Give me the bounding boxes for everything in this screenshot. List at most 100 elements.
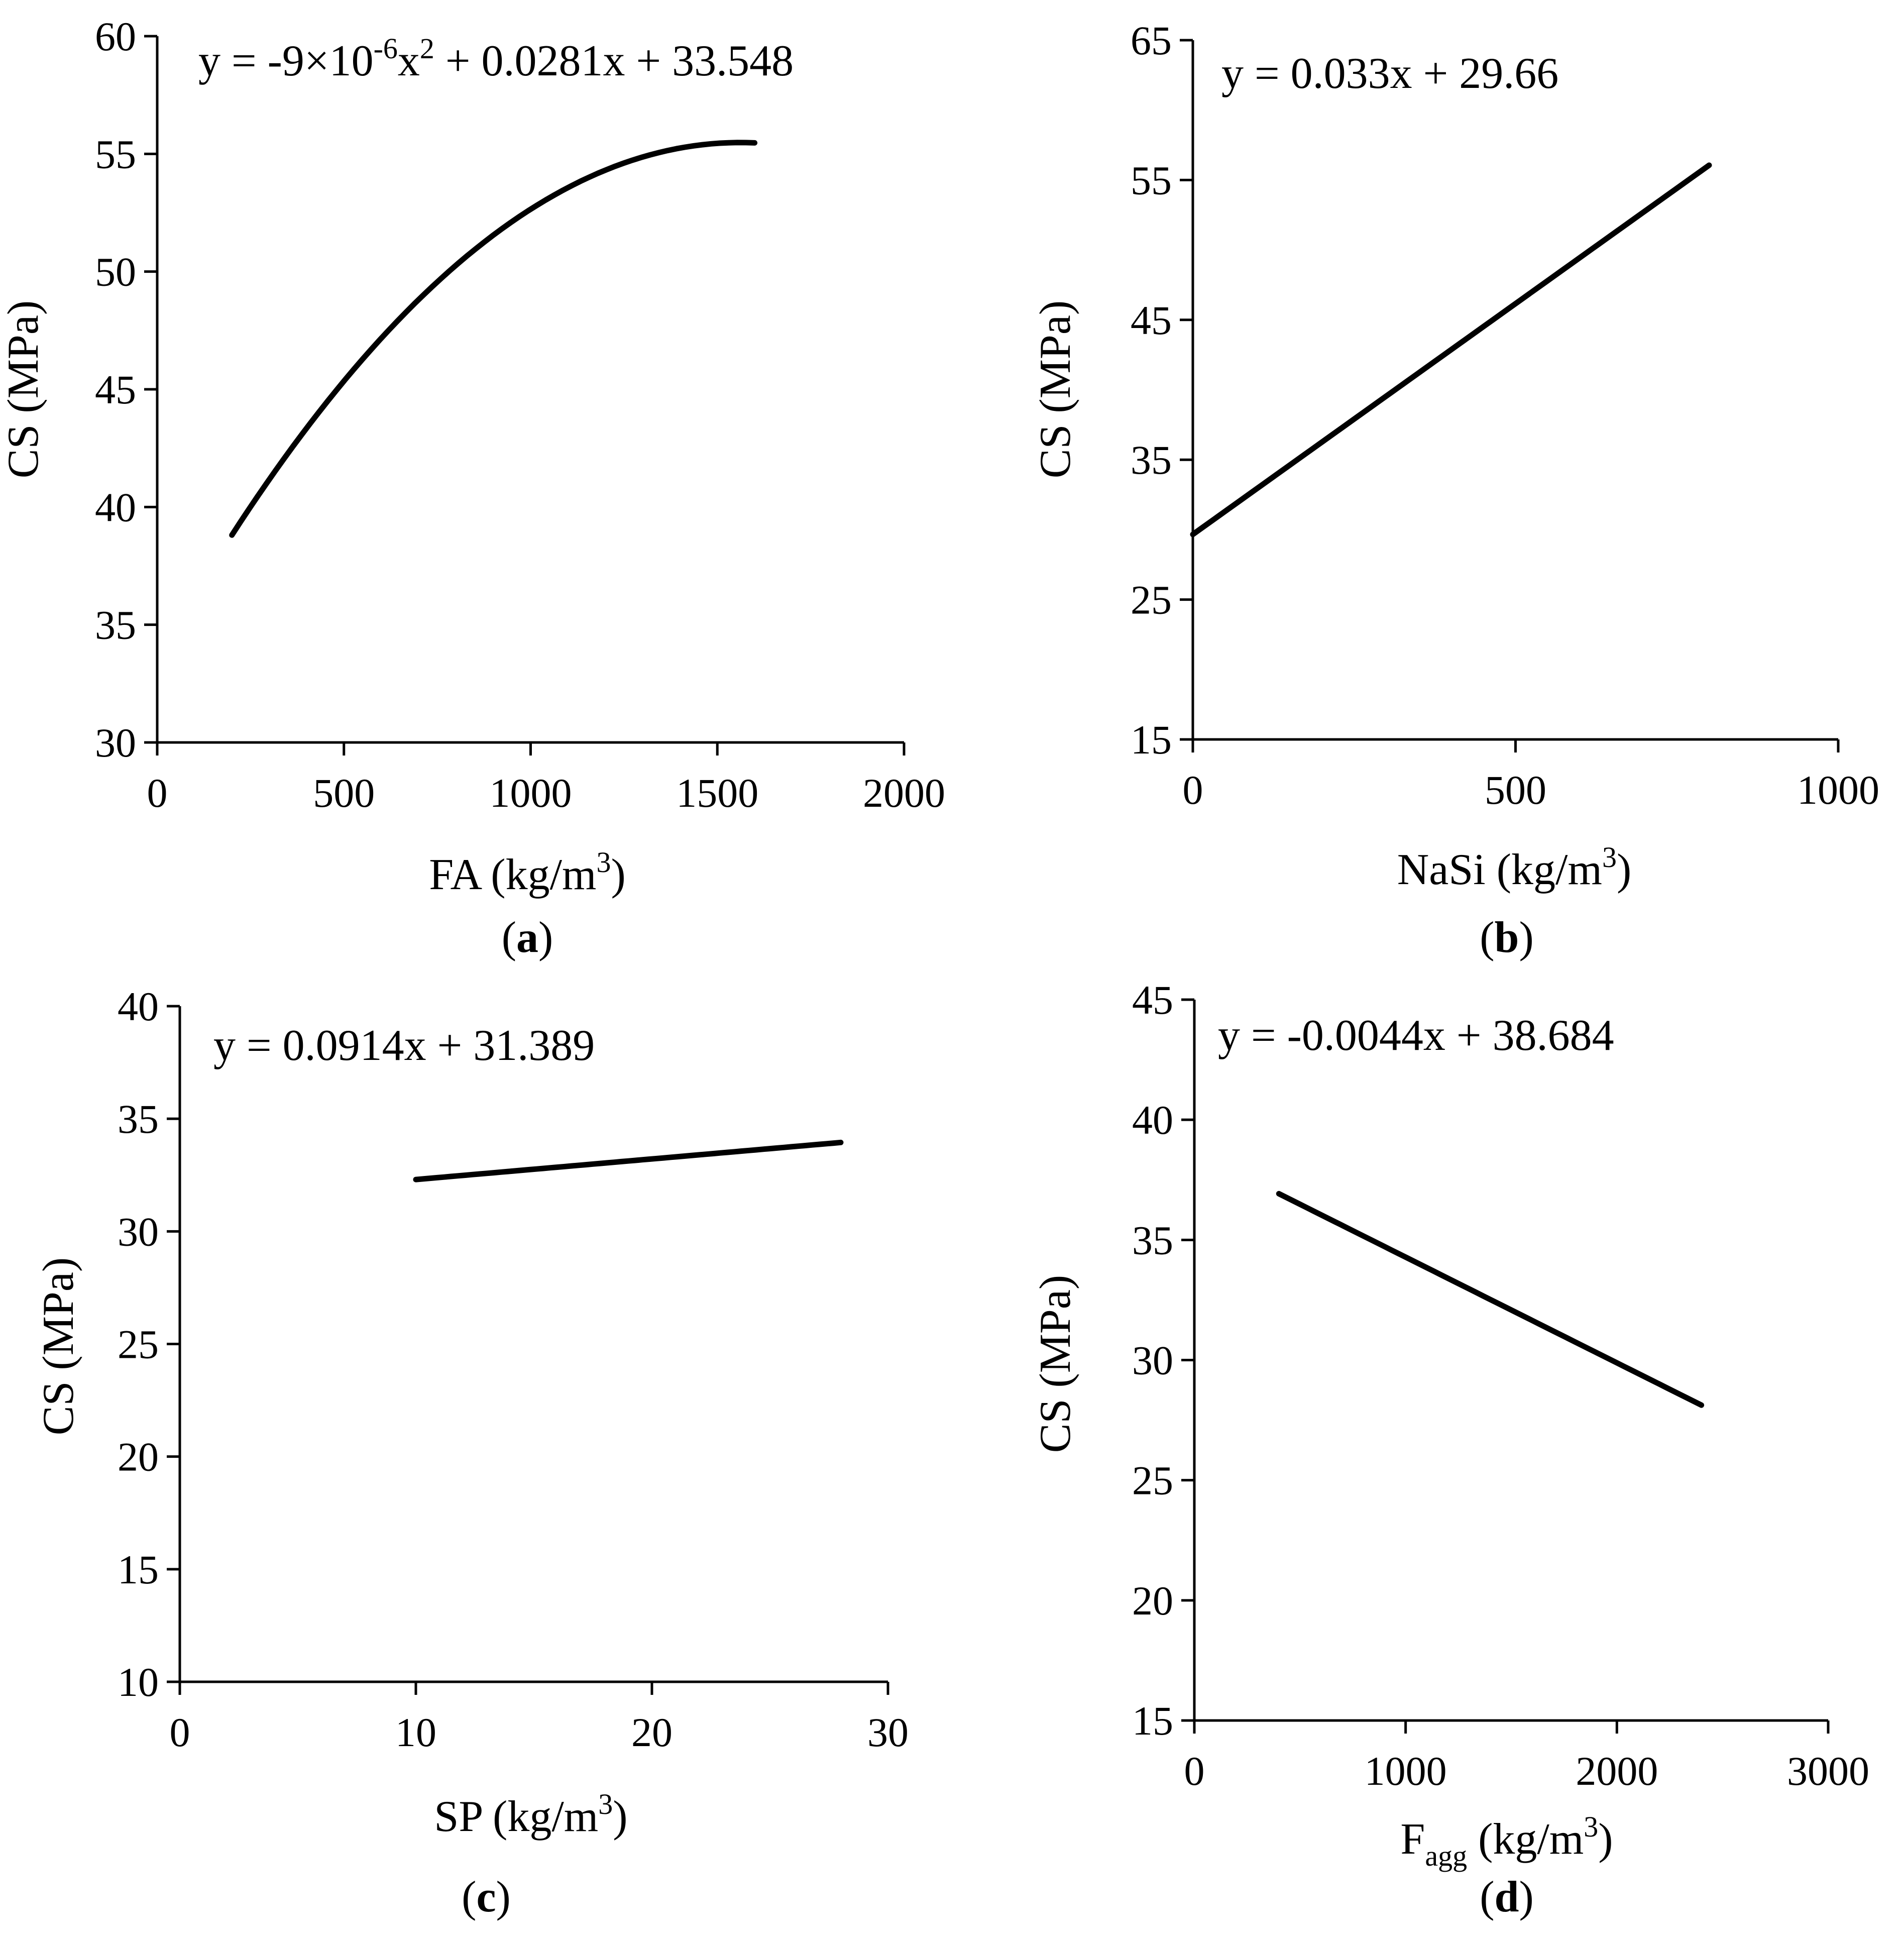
- panel-label: (d): [1480, 1873, 1534, 1921]
- y-tick-label: 50: [95, 249, 136, 295]
- equation-text: y = 0.033x + 29.66: [1221, 49, 1558, 98]
- y-tick-label: 35: [1132, 1217, 1173, 1263]
- x-tick-label: 3000: [1787, 1748, 1869, 1794]
- trend-line: [1190, 162, 1712, 537]
- x-axis-label-text: SP (kg/m: [434, 1792, 598, 1841]
- x-axis-label-text: F: [1400, 1815, 1425, 1864]
- y-tick-label: 65: [1131, 18, 1172, 63]
- panel-label-paren: ): [496, 1873, 511, 1921]
- x-axis-label-exponent: 3: [1602, 841, 1617, 874]
- x-axis-label-text: ): [1617, 845, 1631, 894]
- y-tick-label: 35: [1131, 437, 1172, 483]
- x-tick-label: 500: [313, 770, 375, 816]
- y-tick-label: 35: [95, 602, 136, 648]
- panel-label: (c): [462, 1873, 511, 1921]
- x-axis-label-text: (kg/m: [1467, 1815, 1584, 1864]
- x-tick-label: 10: [395, 1709, 436, 1755]
- x-axis-label: Fagg (kg/m3): [1400, 1810, 1613, 1872]
- y-axis-label: CS (MPa): [0, 300, 48, 479]
- y-axis-label: CS (MPa): [1031, 1275, 1080, 1453]
- y-tick-label: 15: [1131, 717, 1172, 763]
- equation-annotation: y = 0.0914x + 31.389: [213, 1021, 595, 1070]
- panel-label-letter: c: [476, 1873, 496, 1921]
- y-tick-label: 15: [1132, 1698, 1173, 1744]
- x-tick-label: 1000: [490, 770, 572, 816]
- x-tick-label: 0: [147, 770, 168, 816]
- x-tick-label: 1000: [1797, 767, 1879, 813]
- panel-label-paren: (: [1480, 1873, 1494, 1921]
- x-tick-label: 0: [170, 1709, 190, 1755]
- x-tick-label: 1500: [676, 770, 758, 816]
- x-axis-label-exponent: 3: [597, 846, 611, 879]
- equation-annotation: y = 0.033x + 29.66: [1221, 49, 1558, 98]
- y-tick-label: 45: [95, 367, 136, 412]
- y-axis-label: CS (MPa): [34, 1257, 83, 1436]
- x-tick-label: 20: [631, 1709, 673, 1755]
- trend-line: [229, 140, 758, 538]
- panel-label-paren: ): [1519, 1873, 1533, 1921]
- x-tick-label: 0: [1184, 1748, 1205, 1794]
- x-tick-label: 500: [1485, 767, 1546, 813]
- equation-exponent: -6: [374, 32, 398, 65]
- panel-label-letter: d: [1495, 1873, 1519, 1921]
- x-tick-label: 2000: [1576, 1748, 1658, 1794]
- panel-label-letter: b: [1495, 913, 1519, 962]
- x-axis-label-subscript: agg: [1425, 1840, 1467, 1872]
- chart-panel-a: 30 35 40 45 50 55 60 0 500 1000 1500 2000 y = -9×10-…: [0, 14, 945, 962]
- x-axis-label: SP (kg/m3): [434, 1788, 627, 1841]
- chart-panel-d: 15 20 25 30 35 40 45 0 1000 2000 3000 y = -0.0044x …: [1031, 977, 1869, 1921]
- panel-label-letter: a: [516, 913, 538, 962]
- y-tick-label: 15: [118, 1547, 159, 1592]
- panel-label-paren: ): [1519, 913, 1533, 962]
- x-axis-label-text: ): [613, 1792, 627, 1841]
- y-tick-label: 40: [1132, 1097, 1173, 1143]
- y-tick-label: 25: [1132, 1458, 1173, 1503]
- x-axis-label-exponent: 3: [598, 1788, 613, 1820]
- y-tick-label: 55: [1131, 157, 1172, 203]
- x-tick-label: 0: [1183, 767, 1203, 813]
- panel-label: (a): [502, 913, 553, 962]
- y-tick-label: 40: [118, 984, 159, 1029]
- trend-line: [1276, 1191, 1705, 1408]
- equation-annotation: y = -9×10-6x2 + 0.0281x + 33.548: [198, 32, 794, 85]
- y-tick-label: 20: [118, 1434, 159, 1480]
- y-tick-label: 20: [1132, 1578, 1173, 1624]
- equation-text: y = -9×10: [198, 37, 374, 85]
- y-tick-label: 30: [95, 720, 136, 766]
- x-axis-label: NaSi (kg/m3): [1397, 841, 1632, 894]
- y-tick-label: 25: [118, 1322, 159, 1367]
- equation-text: + 0.0281x + 33.548: [434, 37, 794, 85]
- equation-text: y = -0.0044x + 38.684: [1218, 1011, 1614, 1060]
- y-tick-label: 40: [95, 484, 136, 530]
- y-tick-label: 45: [1131, 297, 1172, 343]
- panel-label-paren: (: [1480, 913, 1494, 962]
- x-tick-label: 2000: [863, 770, 945, 816]
- y-tick-label: 45: [1132, 977, 1173, 1023]
- y-tick-label: 25: [1131, 577, 1172, 623]
- x-axis-label-exponent: 3: [1584, 1810, 1598, 1843]
- chart-panel-b: 15 25 35 45 55 65 0 500 1000 y = 0.033x + 29.66 CS…: [1031, 18, 1879, 962]
- panel-label-paren: (: [462, 1873, 476, 1921]
- y-tick-label: 60: [95, 14, 136, 59]
- y-tick-label: 30: [118, 1209, 159, 1254]
- equation-annotation: y = -0.0044x + 38.684: [1218, 1011, 1614, 1060]
- trend-line: [413, 1139, 844, 1182]
- x-axis-label-text: ): [1598, 1815, 1613, 1864]
- equation-text: x: [398, 37, 420, 85]
- panel-label-paren: (: [502, 913, 516, 962]
- y-tick-label: 10: [118, 1659, 159, 1705]
- y-tick-label: 55: [95, 131, 136, 177]
- equation-exponent: 2: [420, 32, 434, 65]
- x-axis-label-text: FA (kg/m: [429, 850, 596, 899]
- x-axis-label-text: ): [611, 850, 626, 899]
- x-axis-label: FA (kg/m3): [429, 846, 626, 899]
- x-axis-label-text: NaSi (kg/m: [1397, 845, 1602, 894]
- panel-label: (b): [1480, 913, 1534, 962]
- equation-text: y = 0.0914x + 31.389: [213, 1021, 595, 1070]
- x-tick-label: 30: [867, 1709, 909, 1755]
- y-tick-label: 30: [1132, 1338, 1173, 1383]
- x-tick-label: 1000: [1365, 1748, 1447, 1794]
- y-axis-label: CS (MPa): [1031, 300, 1080, 479]
